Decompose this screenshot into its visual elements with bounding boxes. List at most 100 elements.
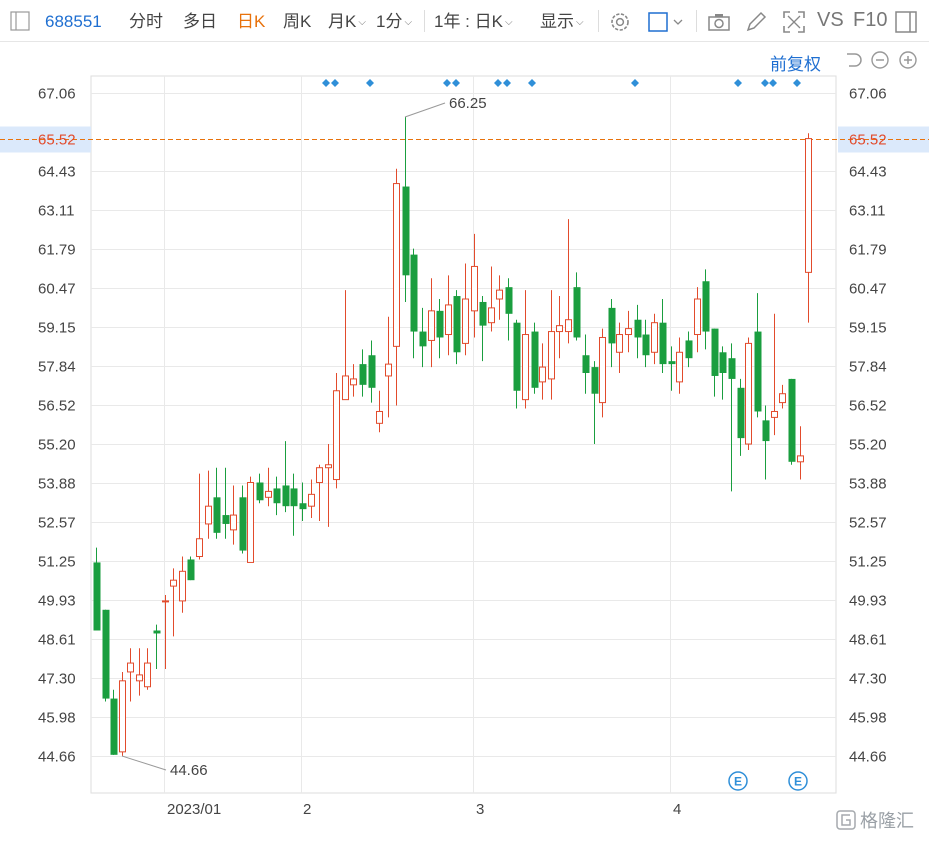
event-diamond-icon	[734, 79, 742, 87]
undo-icon[interactable]	[843, 50, 863, 70]
candle-body-up	[308, 493, 315, 507]
y-tick-label-right: 64.43	[849, 164, 887, 181]
tab-multi-day[interactable]: 多日	[183, 12, 217, 31]
candle	[651, 313, 658, 365]
candle	[668, 346, 676, 391]
x-tick-label: 3	[476, 801, 484, 818]
y-tick-label-right: 60.47	[849, 281, 887, 298]
y-tick-label-left: 53.88	[38, 476, 76, 493]
y-tick-label-right: 57.84	[849, 359, 887, 376]
candle	[127, 648, 134, 702]
candle-body-up	[471, 265, 478, 312]
candle-body-down	[788, 378, 796, 462]
candle	[273, 476, 281, 516]
candle	[531, 322, 539, 394]
y-tick-label-right: 61.79	[849, 242, 887, 259]
candle-body-up	[771, 410, 778, 418]
candle	[694, 287, 701, 353]
divider	[696, 10, 697, 32]
event-badge-label: E	[734, 775, 742, 789]
zoom-in-icon[interactable]	[898, 50, 918, 70]
candle	[719, 346, 727, 400]
toolbar: 688551 分时 多日 日K 周K 月K ⌵ 1分 ⌵ 1年 : 日K ⌵ 显示 ⌵ …	[0, 0, 929, 42]
high-pointer	[404, 102, 446, 118]
y-tick-label-left: 47.30	[38, 671, 76, 688]
candle-body-down	[213, 497, 221, 533]
candle	[93, 547, 101, 631]
tab-monthly-k[interactable]: 月K ⌵	[328, 11, 366, 34]
display-menu[interactable]: 显示 ⌵	[540, 11, 584, 34]
event-badge-icon[interactable]	[788, 771, 808, 791]
tab-daily-k[interactable]: 日K	[237, 12, 266, 31]
y-tick-label-left: 57.84	[38, 359, 76, 376]
candle-body-up	[205, 505, 212, 525]
event-diamond-icon	[443, 79, 451, 87]
y-tick-label-left: 67.06	[38, 86, 76, 103]
candle-body-down	[187, 559, 195, 581]
event-diamond-icon	[494, 79, 502, 87]
candle-body-up	[556, 325, 563, 333]
candle	[179, 556, 186, 613]
panel-toggle-icon[interactable]	[10, 9, 30, 33]
layout-box-icon[interactable]	[646, 9, 686, 35]
candle	[771, 313, 778, 436]
candle	[453, 290, 461, 365]
y-tick-label-left: 55.20	[38, 437, 76, 454]
candle	[471, 233, 478, 338]
candle	[505, 278, 513, 341]
candle-body-up	[745, 342, 752, 445]
tab-weekly-k[interactable]: 周K	[283, 12, 312, 31]
tab-1min[interactable]: 1分 ⌵	[376, 11, 412, 34]
settings-icon[interactable]	[607, 9, 633, 35]
current-price-label-right: 65.52	[849, 132, 887, 149]
candle	[419, 307, 427, 368]
range-selector[interactable]: 1年 : 日K ⌵	[434, 11, 513, 34]
x-tick-label: 2023/01	[167, 801, 221, 818]
event-diamond-icon	[761, 79, 769, 87]
candle-body-down	[754, 331, 762, 412]
candle	[222, 467, 230, 539]
candle-body-up	[342, 375, 349, 401]
candle	[308, 479, 315, 519]
vs-button[interactable]: VS	[817, 9, 844, 31]
candle	[247, 476, 254, 563]
candle	[187, 556, 195, 581]
f10-button[interactable]: F10	[853, 9, 888, 31]
camera-icon[interactable]	[706, 9, 732, 35]
event-badge-icon[interactable]	[728, 771, 748, 791]
y-tick-label-right: 48.61	[849, 632, 887, 649]
candle-body-down	[719, 352, 727, 373]
tab-intraday[interactable]: 分时	[129, 12, 163, 31]
stock-code[interactable]: 688551	[45, 12, 102, 31]
candle-body-down	[290, 488, 298, 507]
candle-body-up	[779, 393, 786, 404]
candle	[119, 671, 126, 756]
zoom-out-icon[interactable]	[870, 50, 890, 70]
y-tick-label-left: 64.43	[38, 164, 76, 181]
candle	[788, 378, 796, 465]
y-tick-label-left: 45.98	[38, 710, 76, 727]
pen-icon[interactable]	[743, 9, 769, 35]
candle	[239, 485, 247, 554]
candle-body-down	[239, 497, 247, 551]
candle	[711, 328, 719, 397]
fullscreen-icon[interactable]	[781, 9, 807, 35]
current-price-band-right	[838, 126, 929, 153]
candle	[410, 248, 418, 359]
candle	[205, 470, 212, 539]
candle	[616, 322, 623, 373]
watermark-text-area	[860, 812, 922, 828]
candle-body-down	[453, 296, 461, 353]
current-price-label-left: 65.52	[38, 132, 76, 149]
candle	[488, 266, 495, 332]
sidebar-icon[interactable]	[893, 9, 919, 35]
candle	[385, 316, 392, 418]
adjust-mode[interactable]: 前复权	[770, 55, 821, 74]
candle-body-down	[410, 254, 418, 332]
candle-body-up	[676, 351, 683, 383]
candle	[582, 334, 590, 394]
candle-body-up	[496, 289, 503, 300]
event-diamond-icon	[528, 79, 536, 87]
candle	[762, 405, 770, 480]
